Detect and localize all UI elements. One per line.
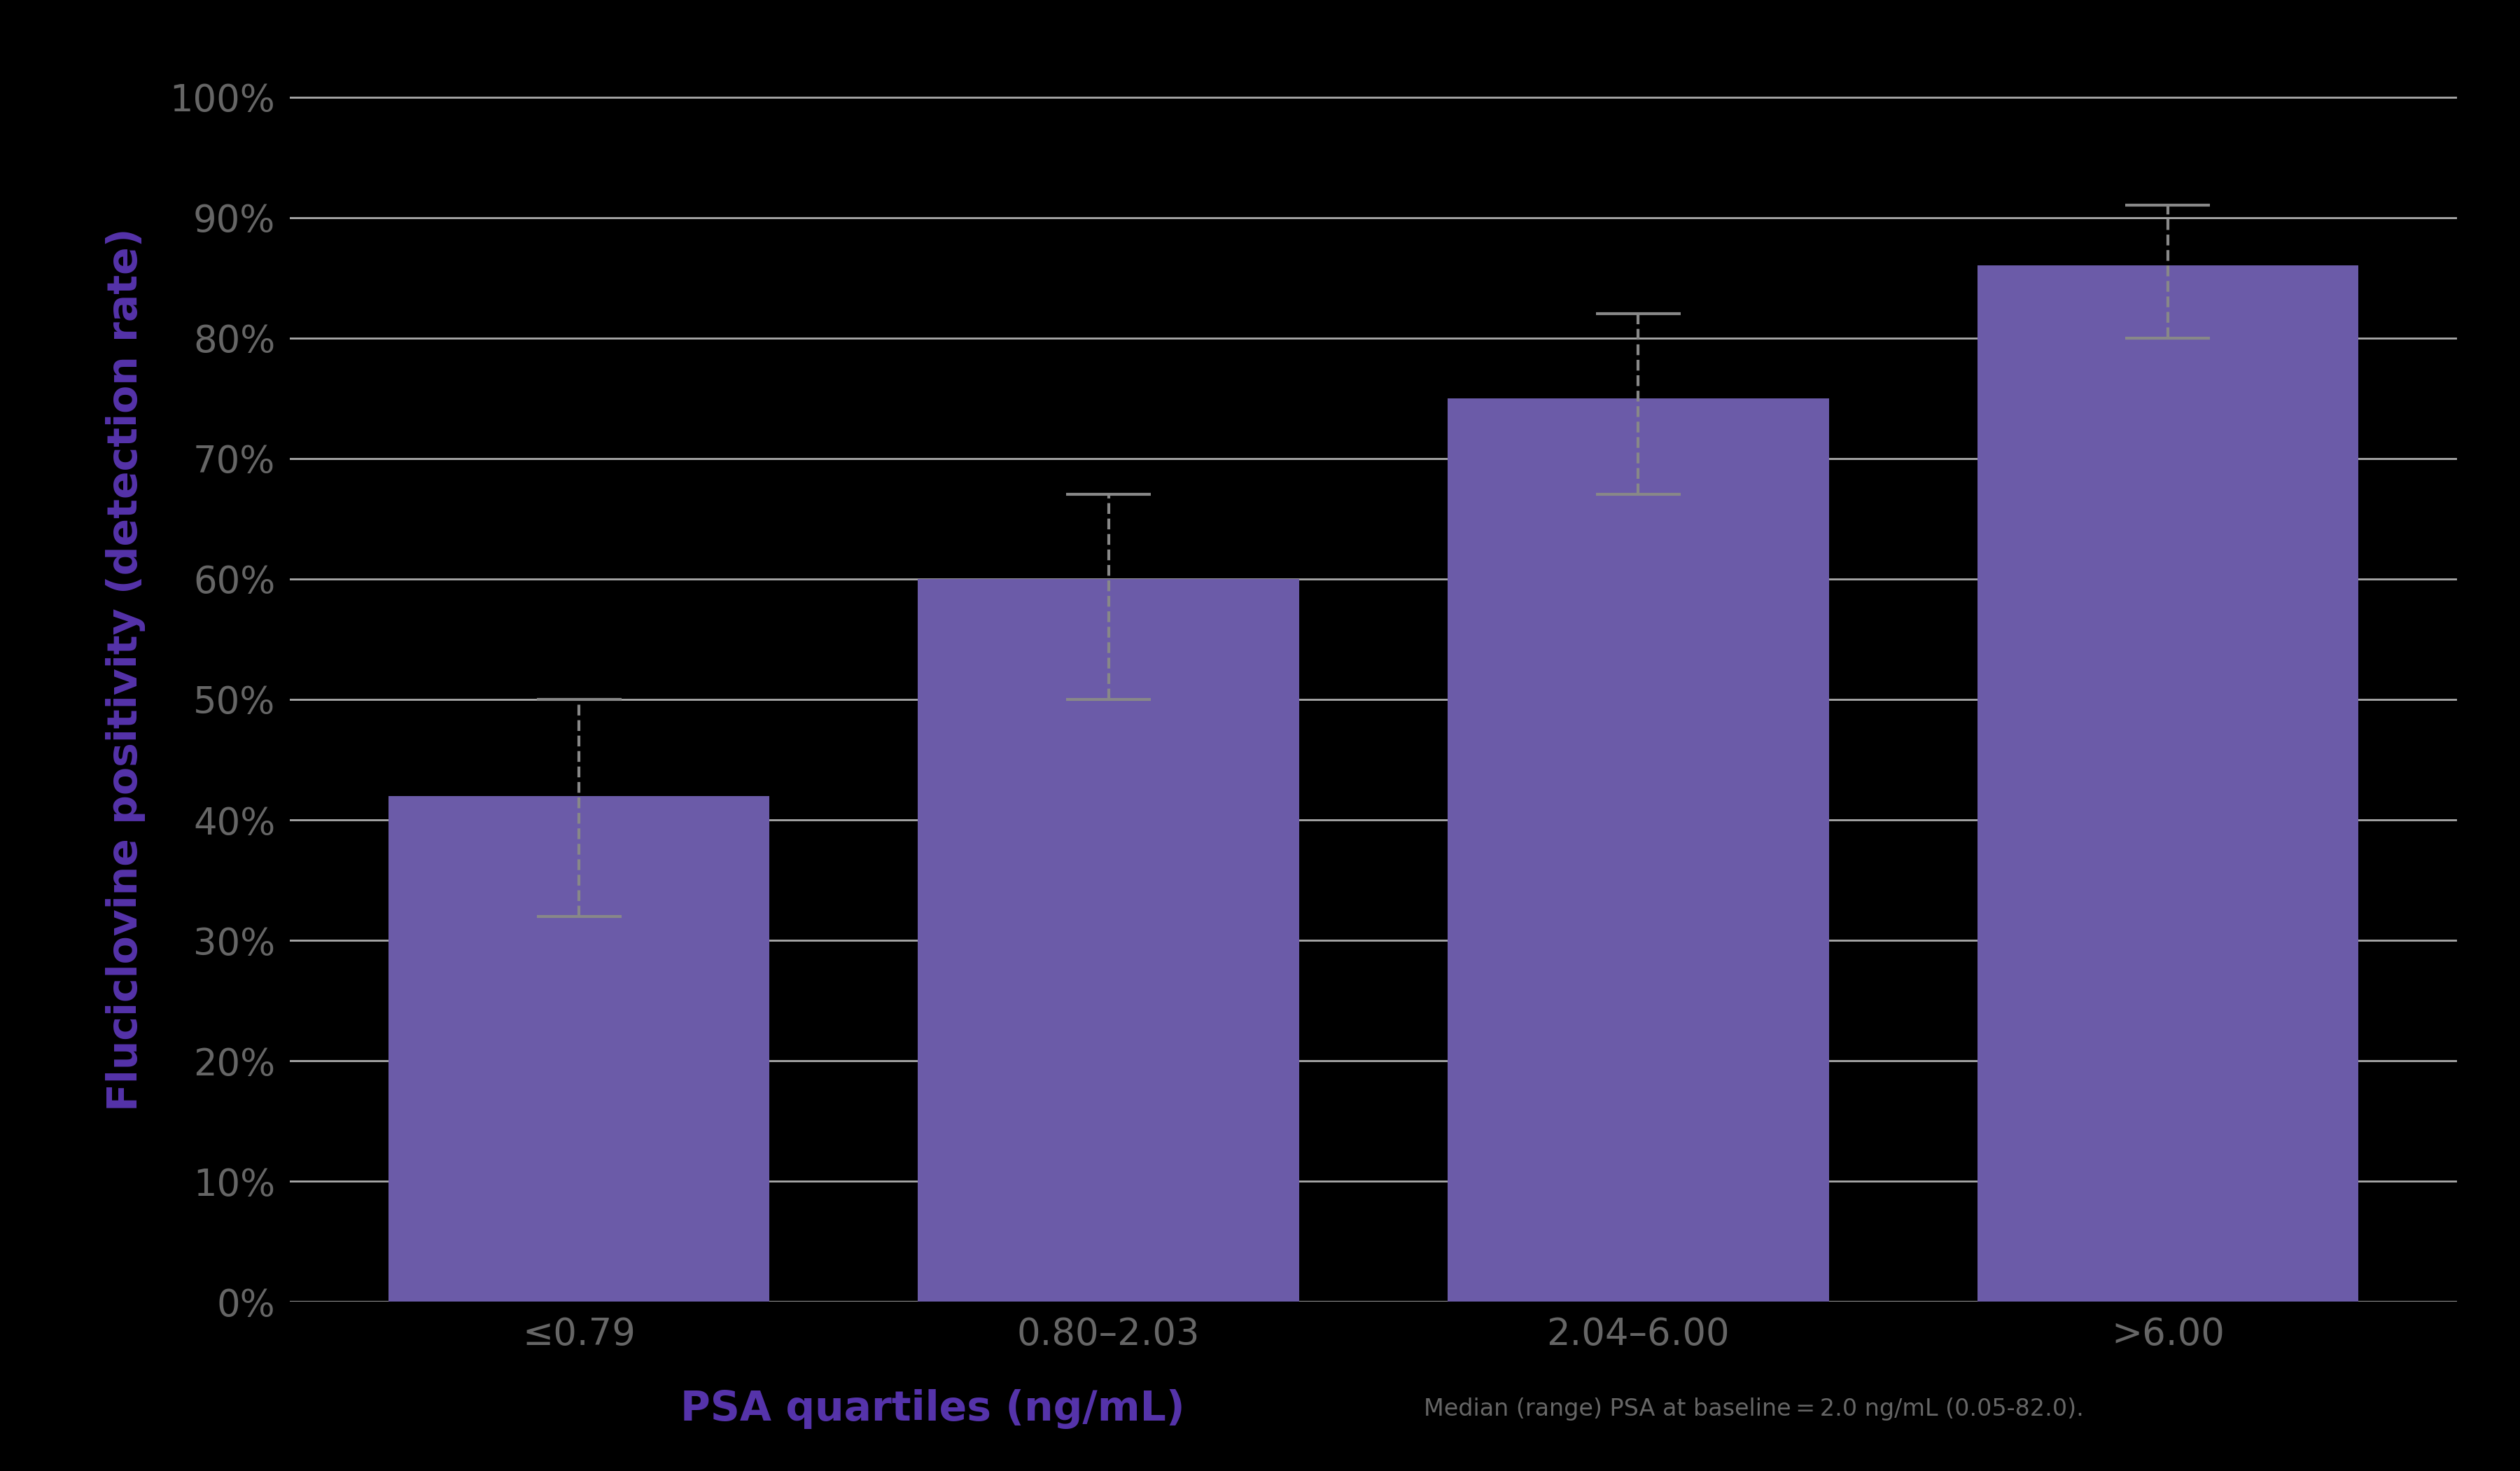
- Text: PSA quartiles (ng/mL): PSA quartiles (ng/mL): [680, 1389, 1184, 1430]
- Bar: [1978, 266, 2359, 1302]
- Bar: [917, 580, 1300, 1302]
- Text: Median (range) PSA at baseline = 2.0 ng/mL (0.05-82.0).: Median (range) PSA at baseline = 2.0 ng/…: [1424, 1397, 2084, 1421]
- Bar: [388, 796, 769, 1302]
- Y-axis label: Fluciclovine positivity (detection rate): Fluciclovine positivity (detection rate): [106, 228, 146, 1111]
- Bar: [1446, 399, 1830, 1302]
